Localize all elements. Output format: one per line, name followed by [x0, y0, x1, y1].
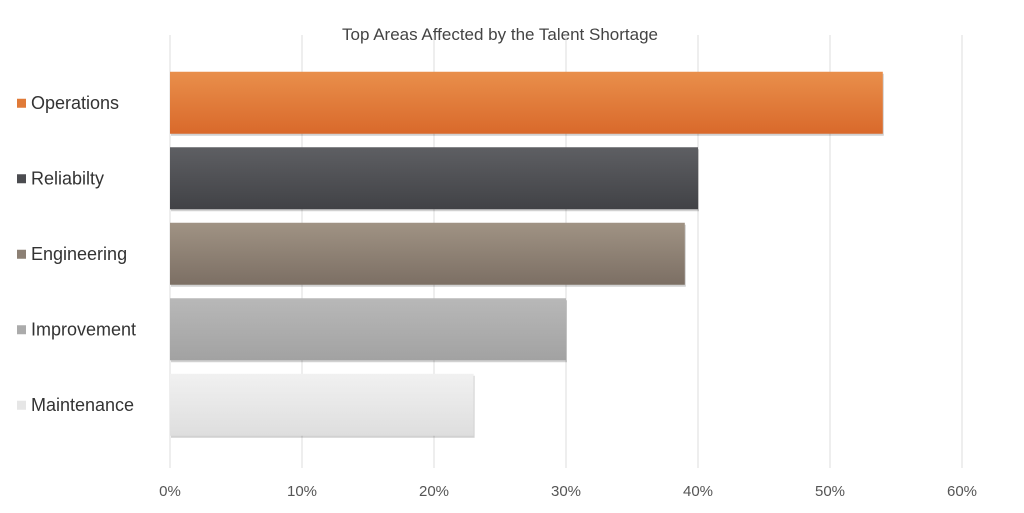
- bar-reliabilty: [170, 147, 698, 210]
- chart-title: Top Areas Affected by the Talent Shortag…: [342, 25, 658, 44]
- bar-operations: [170, 71, 883, 134]
- bars: [170, 71, 884, 438]
- bar-maintenance: [170, 373, 474, 436]
- x-tick-label: 10%: [287, 483, 317, 500]
- category-label: Operations: [31, 93, 119, 113]
- legend-marker: [17, 325, 26, 335]
- category-label: Maintenance: [31, 395, 134, 415]
- bar-engineering: [170, 222, 685, 285]
- legend-marker: [17, 400, 26, 410]
- x-tick-label: 20%: [419, 483, 449, 500]
- legend-marker: [17, 98, 26, 108]
- category-label: Reliabilty: [31, 168, 104, 188]
- x-tick-label: 40%: [683, 483, 713, 500]
- legend-marker: [17, 174, 26, 184]
- category-label: Engineering: [31, 244, 127, 264]
- bar-improvement: [170, 298, 566, 361]
- x-tick-label: 50%: [815, 483, 845, 500]
- x-tick-label: 30%: [551, 483, 581, 500]
- category-label: Improvement: [31, 319, 136, 339]
- x-axis-ticks: 0% 10% 20% 30% 40% 50% 60%: [159, 483, 977, 500]
- legend-marker: [17, 249, 26, 259]
- x-tick-label: 0%: [159, 483, 181, 500]
- x-tick-label: 60%: [947, 483, 977, 500]
- category-labels: Operations Reliabilty Engineering Improveme…: [17, 93, 136, 415]
